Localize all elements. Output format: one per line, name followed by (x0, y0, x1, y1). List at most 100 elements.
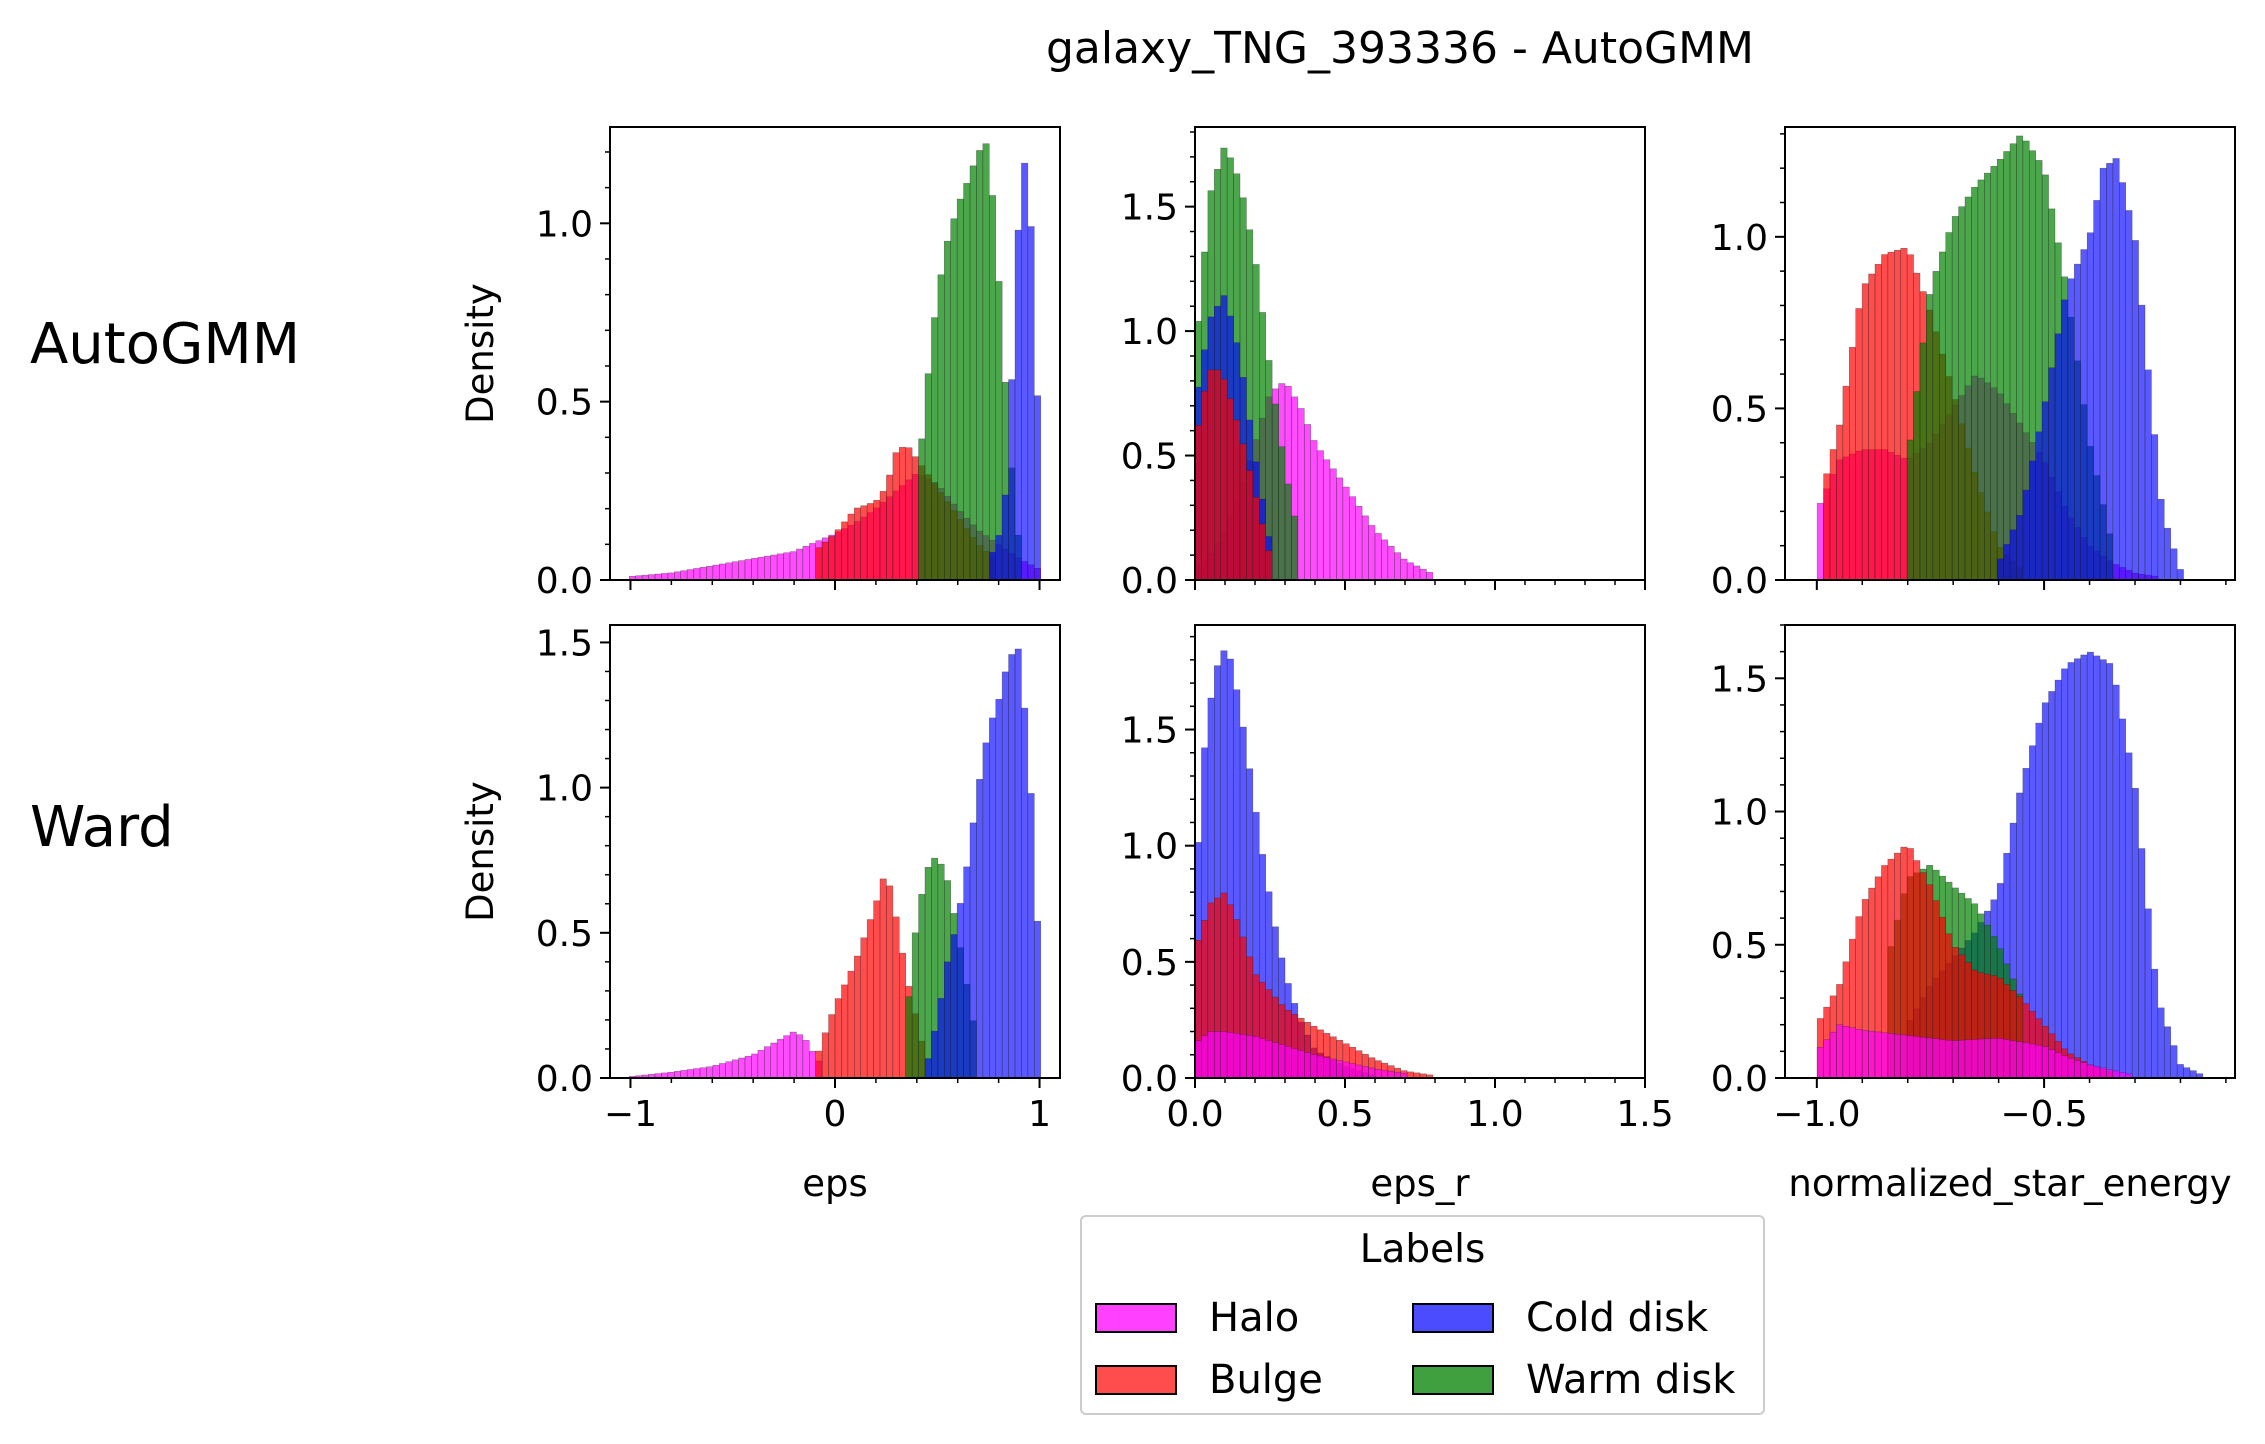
bar-bulge (821, 541, 829, 580)
bar-halo (2106, 1069, 2114, 1078)
y-tick-label: 0.5 (1121, 943, 1178, 984)
y-tick-label: 0.5 (1711, 389, 1768, 430)
bar-cold-disk (2138, 848, 2146, 1078)
bar-bulge (899, 952, 906, 1078)
bar-cold-disk (2086, 651, 2094, 1078)
bar-halo (2035, 1044, 2043, 1078)
y-tick-label: 1.0 (536, 204, 593, 245)
bar-bulge (841, 984, 849, 1078)
bar-halo (1220, 1031, 1228, 1078)
bar-warm-disk (931, 317, 939, 580)
bar-halo (1239, 1034, 1247, 1078)
bar-halo (1394, 552, 1401, 580)
bar-halo (731, 1059, 739, 1078)
bar-warm-disk (1919, 342, 1927, 580)
bar-bulge (1849, 347, 1856, 580)
bar-bulge (879, 491, 887, 580)
bar-halo (1355, 505, 1363, 580)
bar-halo (1900, 1034, 1908, 1078)
bar-halo (712, 1065, 720, 1078)
bar-halo (1329, 468, 1337, 580)
bar-halo (1323, 459, 1331, 580)
bar-cold-disk (2131, 240, 2139, 580)
bar-halo (1951, 1040, 1959, 1078)
bar-bulge (828, 536, 836, 580)
bar-warm-disk (1291, 515, 1299, 580)
bar-cold-disk (2022, 489, 2030, 580)
bar-warm-disk (982, 143, 990, 580)
bar-warm-disk (963, 183, 971, 580)
legend-title: Labels (1359, 1227, 1486, 1272)
bar-bulge (1823, 473, 1831, 580)
bar-halo (1361, 515, 1369, 580)
bar-halo (1996, 1038, 2004, 1078)
bar-cold-disk (1021, 162, 1029, 580)
bar-warm-disk (924, 373, 932, 580)
bar-bulge (1207, 369, 1215, 580)
bar-halo (1400, 558, 1408, 580)
bar-halo (1881, 1032, 1889, 1078)
bar-halo (1207, 1031, 1215, 1078)
bar-cold-disk (944, 961, 951, 1078)
figure-title: galaxy_TNG_393336 - AutoGMM (1046, 23, 1754, 74)
bar-halo (1374, 533, 1382, 580)
bar-bulge (841, 521, 849, 580)
y-tick-label: 0.0 (1711, 561, 1768, 602)
bar-halo (1406, 562, 1414, 580)
bar-bulge (815, 1050, 823, 1078)
bar-halo (1349, 1063, 1356, 1078)
bar-halo (1932, 1038, 1940, 1078)
bar-cold-disk (2029, 460, 2036, 580)
bars (1195, 650, 1434, 1078)
bar-cold-disk (2170, 1045, 2178, 1078)
bar-halo (1926, 1037, 1934, 1078)
legend-label-bulge: Bulge (1209, 1357, 1323, 1403)
bar-halo (1829, 1031, 1837, 1078)
y-tick-label: 0.5 (536, 383, 593, 424)
bar-cold-disk (2035, 431, 2043, 580)
panels: 0.00.51.0Density0.00.51.01.50.00.51.00.0… (459, 126, 2236, 1205)
bar-halo (674, 571, 681, 580)
bar-cold-disk (2151, 434, 2159, 580)
bar-warm-disk (1939, 251, 1946, 580)
bar-halo (751, 558, 759, 580)
bar-bulge (866, 503, 874, 580)
bar-cold-disk (2009, 529, 2017, 580)
bar-halo (1990, 1038, 1998, 1078)
bar-halo (802, 1040, 810, 1078)
bar-halo (796, 1034, 804, 1078)
bar-halo (2061, 1055, 2069, 1078)
bar-halo (764, 555, 771, 580)
bar-halo (738, 560, 746, 580)
bar-cold-disk (2176, 569, 2184, 580)
bar-bulge (1226, 398, 1234, 580)
bar-warm-disk (1984, 172, 1991, 580)
bar-bulge (854, 955, 861, 1078)
bar-halo (751, 1053, 759, 1078)
bar-halo (809, 543, 816, 580)
bar-halo (776, 553, 784, 580)
bar-cold-disk (2086, 232, 2094, 580)
bar-halo (783, 1035, 791, 1078)
bar-bulge (1887, 251, 1895, 580)
bar-bulge (1894, 249, 1901, 580)
bar-cold-disk (963, 866, 971, 1078)
bar-cold-disk (2093, 200, 2101, 580)
bar-halo (2022, 1042, 2030, 1078)
bar-halo (1310, 1054, 1318, 1078)
y-axis-label: Density (459, 283, 502, 424)
bar-halo (712, 564, 720, 580)
bar-halo (1297, 408, 1305, 580)
bar-warm-disk (1926, 294, 1934, 580)
bar-halo (1894, 1033, 1901, 1078)
bar-bulge (866, 919, 874, 1078)
bar-warm-disk (1964, 196, 1972, 580)
bar-cold-disk (2041, 401, 2049, 580)
bar-cold-disk (1001, 671, 1009, 1078)
bar-bulge (847, 970, 855, 1078)
bar-bulge (1855, 308, 1863, 580)
bar-halo (1816, 503, 1824, 580)
axes-frame (1194, 624, 1646, 1079)
bar-halo (1233, 1033, 1241, 1078)
bar-bulge (821, 1032, 829, 1078)
